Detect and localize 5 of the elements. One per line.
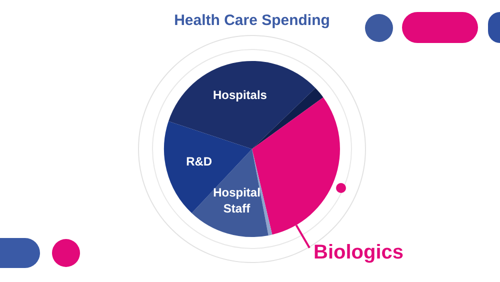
chart-title: Health Care Spending (173, 12, 331, 29)
slice-label: Hospital Staff (213, 186, 260, 216)
slice-label: Hospitals (212, 88, 268, 102)
slice-label: R&D (186, 154, 212, 169)
slice-label: Biologics (314, 241, 404, 264)
